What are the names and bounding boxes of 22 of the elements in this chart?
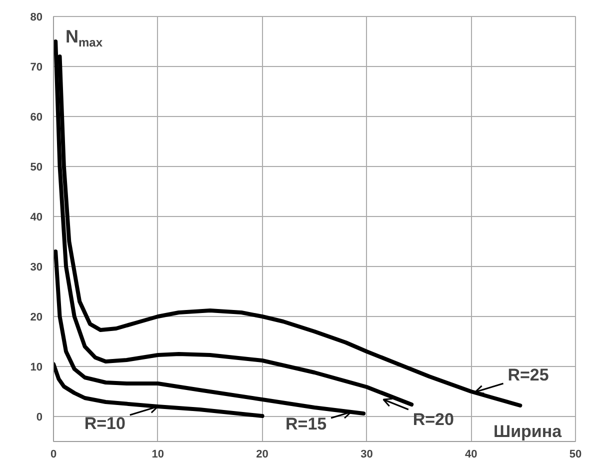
x-axis-title: Ширина: [494, 422, 562, 441]
y-tick-label: 80: [30, 12, 43, 24]
x-tick-label: 40: [464, 448, 478, 460]
x-tick-label: 0: [50, 448, 57, 460]
annotation: R=10: [84, 414, 126, 433]
y-tick-label: 10: [30, 362, 43, 374]
y-tick-label: 50: [30, 162, 43, 174]
x-tick-label: 30: [360, 448, 373, 460]
x-tick-label: 20: [256, 448, 268, 460]
x-tick-label: 10: [152, 448, 164, 460]
y-tick-label: 60: [30, 112, 43, 124]
annotation: R=25: [508, 366, 549, 384]
annotation: R=15: [285, 414, 327, 434]
annotation: R=20: [412, 410, 454, 429]
line-series: [54, 250, 366, 416]
y-tick-label: 0: [36, 412, 43, 424]
y-tick-label: 30: [30, 262, 43, 274]
x-tick-label: 50: [569, 448, 582, 460]
y-tick-label: 70: [30, 62, 43, 74]
y-tick-label: 20: [30, 312, 43, 324]
line-series: [54, 362, 264, 418]
y-tick-label: 40: [30, 212, 43, 224]
